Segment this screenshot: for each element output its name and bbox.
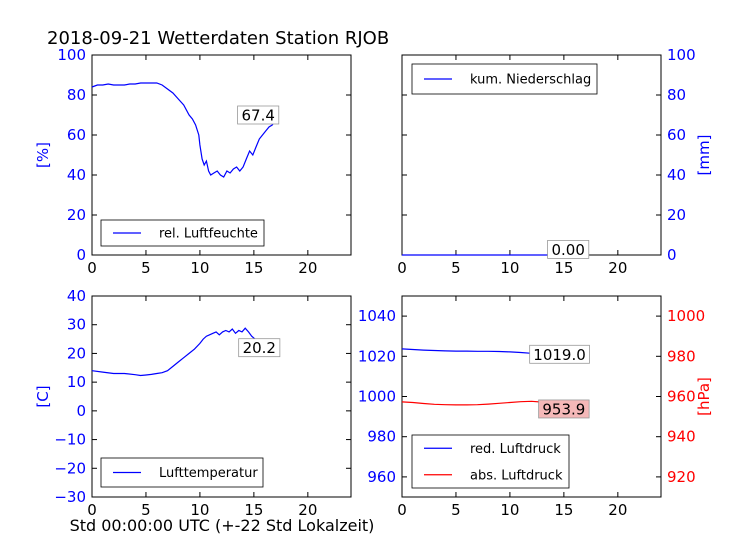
annotation-label: 20.2: [243, 339, 276, 357]
x-tick-label: 10: [190, 501, 209, 519]
x-tick-label: 10: [500, 501, 519, 519]
annotation-box: [547, 239, 590, 259]
humidity-panel: 0 5 10 15 20 0 20 40 60 80 100 [%] 67.4 rel. Luftfeuc…: [34, 46, 352, 277]
y-tick-label: 0: [76, 402, 86, 420]
y-tick-label-right: 1000: [667, 307, 705, 325]
annotation-label: 953.9: [542, 400, 585, 418]
y-tick-label: −10: [54, 431, 86, 449]
y-tick-label-right: 80: [667, 86, 686, 104]
y-tick-label: 0: [76, 246, 86, 264]
y-tick-label: 960: [367, 468, 396, 486]
x-tick-label: 20: [298, 501, 317, 519]
y-tick-label-right: 20: [667, 206, 686, 224]
x-tick-label: 20: [608, 259, 627, 277]
y-tick-label: 30: [67, 316, 86, 334]
x-tick-label: 5: [141, 259, 151, 277]
x-tick-label: 0: [87, 259, 97, 277]
y-tick-label: 40: [67, 166, 86, 184]
y-tick-label: −30: [54, 488, 86, 506]
legend-entry: rel. Luftfeuchte: [159, 227, 258, 242]
annotation-label: 67.4: [241, 107, 274, 125]
legend-entry: kum. Niederschlag: [470, 73, 591, 88]
y-tick-label: 1000: [358, 388, 396, 406]
annotation-box: [538, 399, 590, 419]
y-tick-label: 20: [67, 344, 86, 362]
y-tick-label: 100: [57, 46, 86, 64]
y-tick-label: 980: [367, 428, 396, 446]
y-tick-label-right: 940: [667, 428, 696, 446]
series-line-0: [91, 327, 276, 377]
x-tick-label: 5: [141, 501, 151, 519]
y-tick-label-right: 980: [667, 347, 696, 365]
y-axis-label: [hPa]: [695, 377, 713, 416]
plot-frame: [91, 54, 352, 256]
precipitation-panel: 0 5 10 15 20 0 20 40 60 80 100 [mm] 0.00 kum. Nieders…: [397, 46, 713, 277]
y-tick-label-right: 40: [667, 166, 686, 184]
x-tick-label: 5: [451, 501, 461, 519]
x-tick-label: 15: [554, 259, 573, 277]
legend-entry: abs. Luftdruck: [470, 468, 563, 483]
x-tick-label: 0: [87, 501, 97, 519]
y-tick-label-right: 920: [667, 468, 696, 486]
pressure-panel: 0 5 10 15 20 960 980 1000 1020 1040 920 940 960 980 10…: [358, 295, 713, 519]
plot-frame: [91, 295, 352, 498]
x-tick-label: 10: [500, 259, 519, 277]
legend-entry: red. Luftdruck: [470, 442, 561, 457]
x-tick-label: 20: [298, 259, 317, 277]
legend-entry: Lufttemperatur: [159, 466, 258, 481]
x-tick-label: 0: [397, 259, 407, 277]
y-axis-label: [%]: [34, 142, 52, 168]
y-axis-label: [C]: [34, 385, 52, 407]
y-tick-label: 40: [67, 287, 86, 305]
x-axis-label: Std 00:00:00 UTC (+-22 Std Lokalzeit): [70, 516, 375, 535]
x-tick-label: 20: [608, 501, 627, 519]
y-tick-label-right: 60: [667, 126, 686, 144]
y-tick-label: 1040: [358, 307, 396, 325]
y-tick-label: −20: [54, 459, 86, 477]
temperature-panel: 0 5 10 15 20 −30 −20 −10 0 10 20 30 40 [C] 20.2 Lufttem…: [34, 287, 352, 519]
annotation-label: 0.00: [551, 241, 584, 259]
annotation-box: [529, 344, 590, 364]
annotation-box: [237, 105, 280, 125]
y-tick-label: 80: [67, 86, 86, 104]
y-tick-label: 20: [67, 206, 86, 224]
x-tick-label: 15: [244, 259, 263, 277]
y-tick-label-right: 100: [667, 46, 696, 64]
x-tick-label: 15: [244, 501, 263, 519]
x-tick-label: 15: [554, 501, 573, 519]
legend-box: [411, 434, 570, 489]
y-axis-label: [mm]: [695, 135, 713, 176]
x-tick-label: 10: [190, 259, 209, 277]
figure-title: 2018-09-21 Wetterdaten Station RJOB: [47, 28, 389, 49]
annotation-box: [238, 338, 281, 358]
y-tick-label: 60: [67, 126, 86, 144]
x-tick-label: 0: [397, 501, 407, 519]
y-tick-label: 10: [67, 373, 86, 391]
y-tick-label-right: 960: [667, 388, 696, 406]
y-tick-label: 1020: [358, 347, 396, 365]
series-line-0: [91, 82, 276, 178]
annotation-label: 1019.0: [533, 346, 586, 364]
x-tick-label: 5: [451, 259, 461, 277]
y-tick-label-right: 0: [667, 246, 677, 264]
